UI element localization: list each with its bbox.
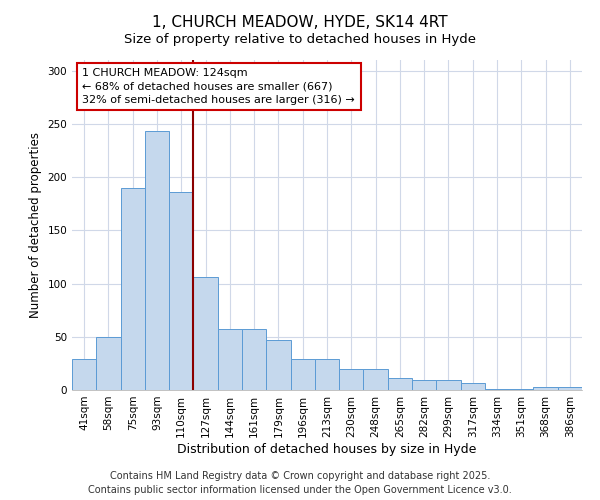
Bar	[533, 387, 558, 390]
Bar	[509, 389, 533, 390]
Text: 1, CHURCH MEADOW, HYDE, SK14 4RT: 1, CHURCH MEADOW, HYDE, SK14 4RT	[152, 15, 448, 30]
Bar	[218, 330, 242, 390]
Bar	[121, 188, 145, 390]
Bar	[436, 380, 461, 390]
Bar	[339, 368, 364, 390]
Bar	[290, 359, 315, 390]
Bar	[169, 192, 193, 390]
X-axis label: Distribution of detached houses by size in Hyde: Distribution of detached houses by size …	[178, 442, 476, 456]
Bar	[96, 337, 121, 390]
Bar	[315, 359, 339, 390]
Bar	[412, 380, 436, 390]
Bar	[242, 330, 266, 390]
Text: 1 CHURCH MEADOW: 124sqm
← 68% of detached houses are smaller (667)
32% of semi-d: 1 CHURCH MEADOW: 124sqm ← 68% of detache…	[82, 68, 355, 104]
Bar	[193, 277, 218, 390]
Bar	[388, 378, 412, 390]
Y-axis label: Number of detached properties: Number of detached properties	[29, 132, 42, 318]
Text: Contains HM Land Registry data © Crown copyright and database right 2025.
Contai: Contains HM Land Registry data © Crown c…	[88, 471, 512, 495]
Bar	[558, 387, 582, 390]
Bar	[364, 368, 388, 390]
Bar	[461, 382, 485, 390]
Bar	[266, 340, 290, 390]
Bar	[485, 389, 509, 390]
Bar	[145, 132, 169, 390]
Text: Size of property relative to detached houses in Hyde: Size of property relative to detached ho…	[124, 32, 476, 46]
Bar	[72, 359, 96, 390]
